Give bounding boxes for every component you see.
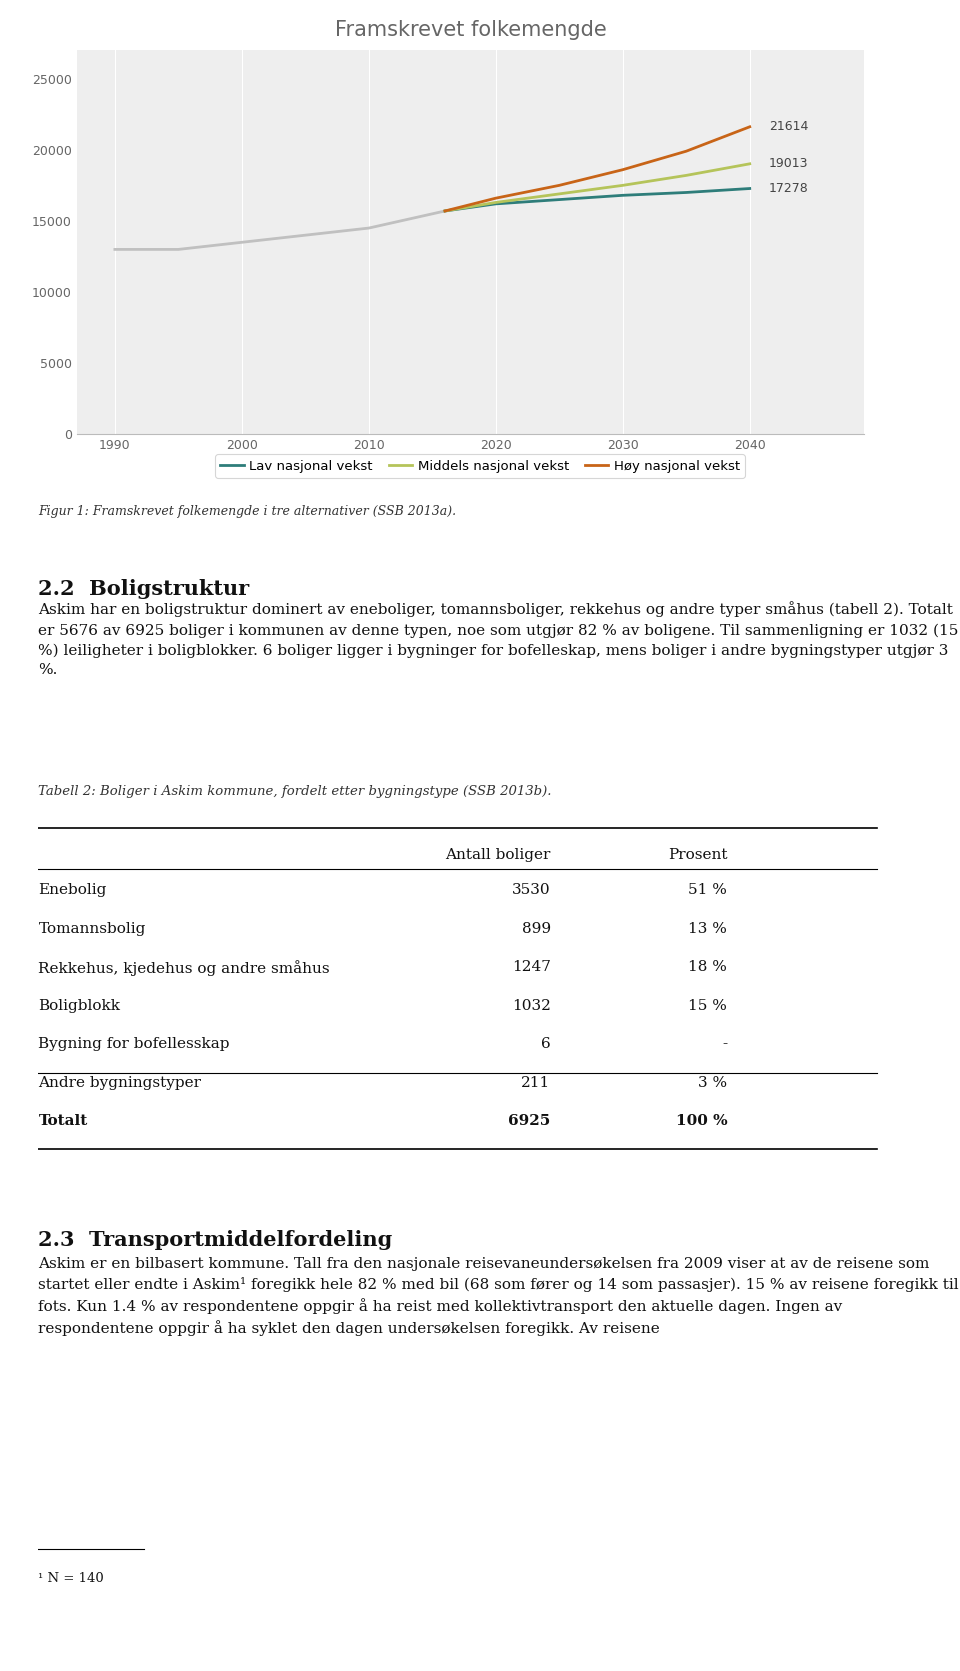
- Text: 13 %: 13 %: [688, 922, 728, 936]
- Text: 3530: 3530: [512, 884, 551, 897]
- Text: Totalt: Totalt: [38, 1115, 87, 1128]
- Text: 1247: 1247: [512, 961, 551, 974]
- Text: Askim har en boligstruktur dominert av eneboliger, tomannsboliger, rekkehus og a: Askim har en boligstruktur dominert av e…: [38, 602, 959, 677]
- Text: ¹ N = 140: ¹ N = 140: [38, 1572, 104, 1586]
- Text: 51 %: 51 %: [688, 884, 728, 897]
- Text: 2.2  Boligstruktur: 2.2 Boligstruktur: [38, 578, 250, 598]
- Text: Figur 1: Framskrevet folkemengde i tre alternativer (SSB 2013a).: Figur 1: Framskrevet folkemengde i tre a…: [38, 505, 457, 518]
- Text: 6: 6: [540, 1038, 551, 1051]
- Text: Rekkehus, kjedehus og andre småhus: Rekkehus, kjedehus og andre småhus: [38, 961, 330, 976]
- Text: 2.3  Transportmiddelfordeling: 2.3 Transportmiddelfordeling: [38, 1230, 393, 1250]
- Text: 19013: 19013: [769, 157, 808, 170]
- Text: 17278: 17278: [769, 182, 808, 196]
- Text: 18 %: 18 %: [688, 961, 728, 974]
- Text: 100 %: 100 %: [676, 1115, 728, 1128]
- Text: 1032: 1032: [512, 999, 551, 1013]
- Text: Enebolig: Enebolig: [38, 884, 107, 897]
- Text: Boligblokk: Boligblokk: [38, 999, 120, 1013]
- Text: -: -: [722, 1038, 728, 1051]
- Text: Tomannsbolig: Tomannsbolig: [38, 922, 146, 936]
- Legend: Lav nasjonal vekst, Middels nasjonal vekst, Høy nasjonal vekst: Lav nasjonal vekst, Middels nasjonal vek…: [215, 455, 745, 478]
- Text: 6925: 6925: [509, 1115, 551, 1128]
- Text: Tabell 2: Boliger i Askim kommune, fordelt etter bygningstype (SSB 2013b).: Tabell 2: Boliger i Askim kommune, forde…: [38, 785, 552, 799]
- Text: Bygning for bofellesskap: Bygning for bofellesskap: [38, 1038, 229, 1051]
- Title: Framskrevet folkemengde: Framskrevet folkemengde: [334, 20, 607, 40]
- Text: 899: 899: [521, 922, 551, 936]
- Text: Prosent: Prosent: [668, 847, 728, 862]
- Text: Antall boliger: Antall boliger: [445, 847, 551, 862]
- Text: 21614: 21614: [769, 120, 808, 134]
- Text: Askim er en bilbasert kommune. Tall fra den nasjonale reisevaneundersøkelsen fra: Askim er en bilbasert kommune. Tall fra …: [38, 1257, 959, 1337]
- Text: Andre bygningstyper: Andre bygningstyper: [38, 1076, 202, 1089]
- Text: 15 %: 15 %: [688, 999, 728, 1013]
- Text: 211: 211: [521, 1076, 551, 1089]
- Text: 3 %: 3 %: [698, 1076, 728, 1089]
